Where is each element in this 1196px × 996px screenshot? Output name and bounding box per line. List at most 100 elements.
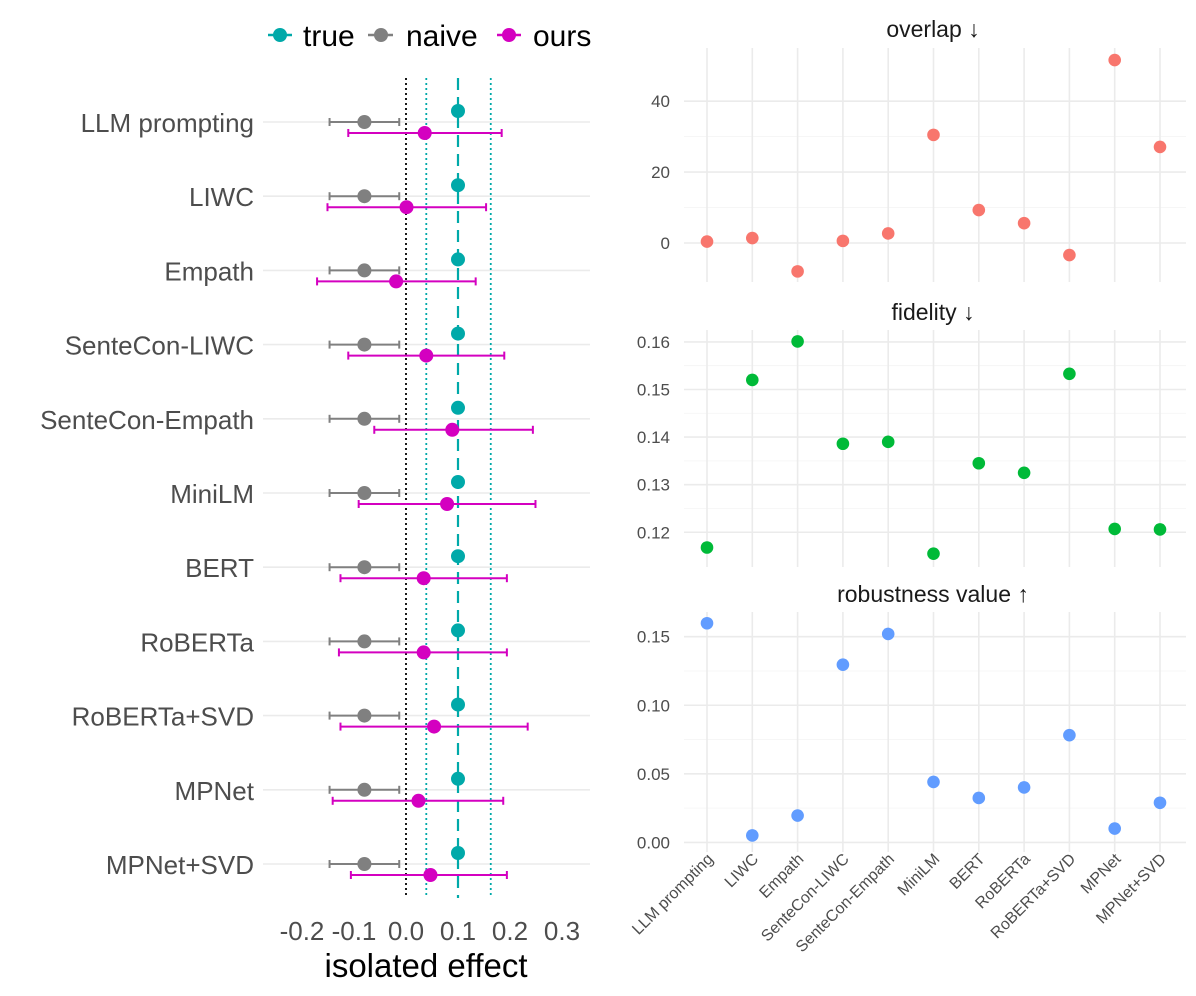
panel-point xyxy=(1063,367,1076,381)
point-naive xyxy=(357,411,372,426)
point-naive xyxy=(357,263,372,278)
category-label: MPNet+SVD xyxy=(106,850,254,880)
panel-point xyxy=(1153,140,1167,154)
point-ours xyxy=(416,645,431,660)
panel-y-tick-label: 0.05 xyxy=(637,765,670,784)
panel-point xyxy=(836,437,850,451)
point-ours xyxy=(427,719,442,734)
panel-point xyxy=(791,265,804,278)
panel-point xyxy=(972,456,986,470)
category-label: RoBERTa+SVD xyxy=(72,702,254,732)
point-naive xyxy=(357,782,372,797)
panel-y-tick-label: 0.15 xyxy=(637,628,670,647)
panel-y-tick-label: 0.10 xyxy=(637,696,670,715)
category-label: BERT xyxy=(185,553,254,583)
legend: true naive ours xyxy=(268,20,591,53)
panel-title: robustness value ↑ xyxy=(837,581,1029,607)
point-ours xyxy=(423,868,438,882)
point-ours xyxy=(417,126,432,140)
x-tick-label: 0.3 xyxy=(544,916,580,946)
x-tick-label: -0.2 xyxy=(280,916,325,946)
point-naive xyxy=(357,708,372,723)
panel-point xyxy=(700,235,714,248)
point-true xyxy=(451,104,465,118)
legend-key-dot-naive xyxy=(374,28,388,42)
category-label: Empath xyxy=(164,256,254,286)
panel-point xyxy=(1153,796,1167,810)
point-naive xyxy=(357,634,372,649)
right-metric-panels: 0 20 40 overlap ↓ 0.12 0.13 0.14 0.15 0.16 fideli… xyxy=(629,16,1186,956)
panel-point xyxy=(746,829,759,842)
legend-label-ours: ours xyxy=(533,20,591,53)
panel-point xyxy=(791,335,804,348)
point-true xyxy=(451,475,465,489)
panel-point xyxy=(836,658,850,671)
panel-point xyxy=(1108,53,1121,67)
point-ours xyxy=(440,497,455,511)
panel-y-tick-label: 40 xyxy=(651,92,670,111)
panel-point xyxy=(927,547,940,560)
point-ours xyxy=(445,422,460,437)
panel-y-tick-label: 0.00 xyxy=(637,833,670,852)
panel-point xyxy=(746,231,759,245)
panel-y-tick-label: 0.16 xyxy=(637,333,670,352)
point-ours xyxy=(411,793,426,808)
point-ours xyxy=(399,200,414,215)
panel-point xyxy=(1017,466,1031,480)
point-naive xyxy=(357,857,372,871)
legend-label-true: true xyxy=(303,20,355,53)
panel-y-tick-label: 0.15 xyxy=(637,380,670,399)
point-ours xyxy=(389,274,404,289)
point-true xyxy=(451,252,465,267)
point-ours xyxy=(416,571,431,586)
panel-point xyxy=(927,128,940,142)
panel-x-tick-label: LLM prompting xyxy=(629,851,716,938)
panel-x-tick-label: MiniLM xyxy=(895,851,943,899)
x-tick-label: 0.2 xyxy=(492,916,528,946)
panel-x-tick-label: RoBERTa+SVD xyxy=(988,851,1079,942)
point-true xyxy=(451,400,465,415)
point-naive xyxy=(357,189,372,204)
panel-y-tick-label: 20 xyxy=(651,163,670,182)
category-label: LIWC xyxy=(189,182,254,212)
point-true xyxy=(451,326,465,341)
left-errorbar-panel: LLM prompting LIWC Empath SenteCon-LIWC Sent… xyxy=(40,78,590,984)
point-ours xyxy=(419,348,434,363)
panel-point xyxy=(972,791,986,805)
panel-y-tick-label: 0.13 xyxy=(637,476,670,495)
category-label: SenteCon-LIWC xyxy=(65,331,254,361)
panel-title: fidelity ↓ xyxy=(891,299,974,325)
panel-y-tick-label: 0.12 xyxy=(637,523,670,542)
panel-point xyxy=(972,203,986,217)
category-label: RoBERTa xyxy=(140,627,254,657)
x-tick-label: 0.1 xyxy=(440,916,476,946)
panel-point xyxy=(791,809,804,822)
x-tick-label: -0.1 xyxy=(332,916,377,946)
panel-point xyxy=(881,627,895,641)
point-true xyxy=(451,178,465,193)
point-true xyxy=(451,623,465,638)
panel-title: overlap ↓ xyxy=(886,16,979,42)
panel-point xyxy=(700,541,714,554)
panel-point xyxy=(1063,728,1076,742)
panel-x-tick-label: LIWC xyxy=(722,851,762,891)
panel-point xyxy=(881,435,895,449)
category-label: SenteCon-Empath xyxy=(40,405,254,435)
x-tick-label: 0.0 xyxy=(388,916,424,946)
point-naive xyxy=(357,560,372,575)
panel-x-tick-label: BERT xyxy=(947,851,989,893)
point-naive xyxy=(357,486,372,500)
panel-point xyxy=(1108,822,1121,835)
point-true xyxy=(451,697,465,712)
legend-label-naive: naive xyxy=(406,20,478,53)
legend-key-dot-true xyxy=(273,28,287,42)
panel-point xyxy=(836,234,850,248)
point-true xyxy=(451,771,465,786)
category-label: MPNet xyxy=(175,776,255,806)
panel-point xyxy=(746,373,759,387)
panel-y-tick-label: 0.14 xyxy=(637,428,670,447)
panel-point xyxy=(1108,522,1121,536)
panel-point xyxy=(1153,523,1167,536)
panel-point xyxy=(881,227,895,240)
